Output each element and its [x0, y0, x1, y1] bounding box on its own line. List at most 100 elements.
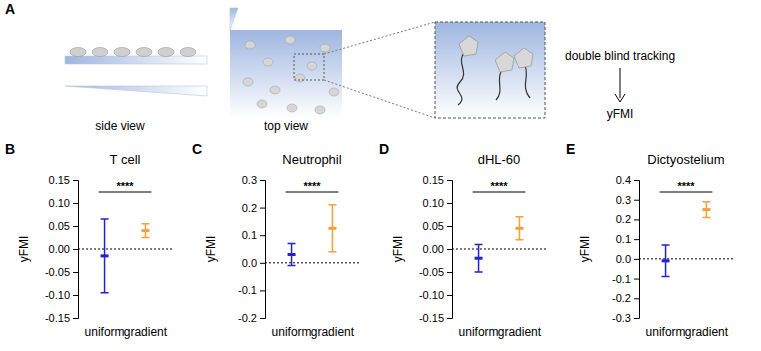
chart-panel: DdHL-60yFMI-0.15-0.10-0.050.000.050.100.…: [379, 141, 546, 339]
significance-label: ****: [490, 180, 508, 192]
mean-mark: [702, 208, 710, 211]
track: [457, 52, 465, 105]
y-tick-label: 0.4: [616, 174, 631, 186]
y-tick: -0.05: [45, 266, 78, 278]
y-tick-label: 0.05: [49, 220, 70, 232]
y-tick-mark: [260, 180, 265, 181]
y-tick-mark: [260, 263, 265, 264]
cell: [270, 86, 280, 94]
y-tick-mark: [634, 279, 639, 280]
panel-letter: B: [5, 141, 15, 157]
y-axis: -0.3-0.2-0.10.00.10.20.30.4: [612, 174, 639, 324]
cell: [315, 106, 325, 114]
figure: Aside viewtop viewdouble blind trackingy…: [0, 0, 761, 351]
step-label: double blind tracking: [565, 49, 675, 63]
y-tick-label: 0.10: [423, 197, 444, 209]
y-tick: 0.00: [423, 243, 452, 255]
y-axis-title: yFMI: [17, 236, 31, 263]
chart-panel: EDictyosteliumyFMI-0.3-0.2-0.10.00.10.20…: [566, 141, 733, 339]
inset: [435, 22, 545, 118]
y-tick-mark: [634, 259, 639, 260]
top-view-label: top view: [264, 119, 308, 133]
zoom-box: [294, 54, 324, 80]
y-tick: 0.00: [49, 243, 78, 255]
error-bar: [141, 224, 149, 238]
chart-title: Neutrophil: [282, 152, 341, 167]
cell: [307, 62, 317, 70]
cell: [495, 52, 514, 72]
panel-letter: D: [379, 141, 389, 157]
y-tick-mark: [447, 318, 452, 319]
y-tick-mark: [447, 272, 452, 273]
y-tick-label: -0.10: [419, 289, 444, 301]
x-axis: uniformgradient: [85, 324, 168, 339]
chart-title: T cell: [110, 152, 141, 167]
y-tick-mark: [73, 226, 78, 227]
y-tick-label: 0.15: [423, 174, 444, 186]
chart-title: Dictyostelium: [647, 152, 724, 167]
error-bar: [662, 245, 670, 277]
panel-letter: C: [192, 141, 202, 157]
x-axis: uniformgradient: [272, 324, 355, 339]
x-tick-label: uniform: [272, 325, 312, 339]
cell: [295, 74, 305, 82]
y-axis: -0.15-0.10-0.050.000.050.100.15: [419, 174, 453, 324]
cell: [285, 36, 295, 44]
y-tick-label: 0.1: [242, 229, 257, 241]
track: [496, 70, 502, 100]
y-axis-title: yFMI: [391, 236, 405, 263]
y-tick: -0.05: [419, 266, 452, 278]
y-tick-label: 0.15: [49, 174, 70, 186]
x-tick-label: gradient: [311, 325, 355, 339]
y-tick-mark: [260, 290, 265, 291]
cell: [514, 48, 533, 68]
y-tick-label: -0.2: [612, 292, 631, 304]
gradient-wedge: [65, 86, 207, 96]
y-axis: -0.2-0.10.00.10.20.3: [238, 174, 265, 324]
zoom-line: [324, 22, 435, 54]
y-axis-line: [260, 181, 266, 319]
significance-label: ****: [116, 180, 134, 192]
x-axis: uniformgradient: [459, 324, 542, 339]
x-tick: gradient: [311, 324, 355, 339]
y-tick-label: -0.3: [612, 312, 631, 324]
y-tick: 0.3: [242, 174, 265, 186]
y-tick: -0.2: [238, 312, 265, 324]
x-tick: uniform: [272, 324, 312, 339]
x-tick-label: uniform: [459, 325, 499, 339]
y-tick: -0.1: [612, 273, 639, 285]
y-tick-mark: [447, 249, 452, 250]
significance-label: ****: [677, 180, 695, 192]
cell: [243, 78, 253, 86]
y-tick-mark: [634, 200, 639, 201]
y-axis: -0.15-0.10-0.050.000.050.100.15: [45, 174, 79, 324]
y-tick-mark: [447, 180, 452, 181]
y-tick-mark: [634, 239, 639, 240]
y-tick-label: 0.00: [423, 243, 444, 255]
y-axis-line: [447, 181, 453, 319]
y-tick: -0.10: [45, 289, 78, 301]
cell: [320, 44, 330, 52]
y-tick: 0.4: [616, 174, 639, 186]
cell: [180, 48, 196, 57]
y-tick: 0.10: [49, 197, 78, 209]
y-tick-label: -0.05: [419, 266, 444, 278]
chart-panel: BT cellyFMI-0.15-0.10-0.050.000.050.100.…: [5, 141, 172, 339]
chart-title: dHL-60: [478, 152, 521, 167]
panel-a: Aside viewtop viewdouble blind trackingy…: [5, 1, 675, 133]
y-tick-label: -0.10: [45, 289, 70, 301]
slab: [65, 56, 207, 64]
y-tick-label: 0.1: [616, 233, 631, 245]
plot-area: [639, 202, 733, 277]
y-tick: 0.1: [616, 233, 639, 245]
cell: [70, 48, 86, 57]
cell: [287, 104, 297, 112]
error-bar: [328, 205, 336, 252]
y-tick: -0.1: [238, 284, 265, 296]
y-tick: -0.10: [419, 289, 452, 301]
track: [525, 66, 530, 98]
y-tick-label: 0.2: [616, 213, 631, 225]
y-tick: 0.3: [616, 194, 639, 206]
zero-line: [265, 262, 359, 263]
cell: [329, 88, 339, 96]
